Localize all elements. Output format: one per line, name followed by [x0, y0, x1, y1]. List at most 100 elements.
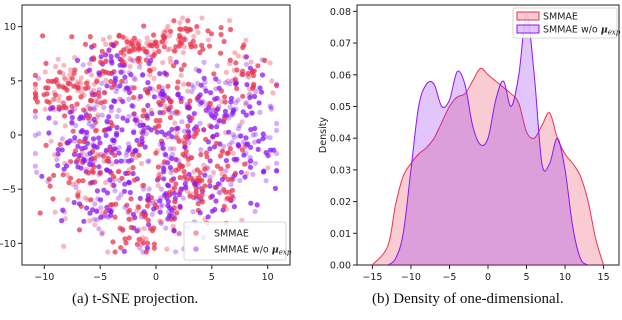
- legend-label-wo: SMMAE w/o μexp: [214, 245, 292, 257]
- scatter-point-smmae: [151, 32, 157, 38]
- scatter-point-wo: [140, 249, 146, 255]
- scatter-point-smmae: [75, 79, 81, 85]
- scatter-point-smmae: [235, 53, 241, 59]
- scatter-point-wo: [263, 134, 269, 140]
- scatter-point-smmae: [189, 155, 195, 161]
- scatter-point-wo: [169, 134, 175, 140]
- scatter-point-wo: [144, 113, 150, 119]
- scatter-point-wo: [148, 127, 154, 133]
- scatter-point-smmae: [43, 142, 49, 148]
- scatter-point-smmae: [117, 225, 123, 231]
- scatter-point-wo: [55, 151, 61, 157]
- scatter-point-smmae: [144, 35, 150, 41]
- scatter-point-smmae: [198, 152, 204, 158]
- scatter-point-smmae: [81, 107, 87, 113]
- scatter-point-wo: [179, 119, 185, 125]
- scatter-point-wo: [207, 110, 213, 116]
- scatter-point-wo: [260, 169, 267, 175]
- scatter-point-wo: [46, 115, 52, 121]
- density-areas: [372, 13, 605, 266]
- scatter-point-wo: [109, 60, 115, 66]
- scatter-point-smmae: [182, 140, 188, 146]
- scatter-point-wo: [162, 151, 168, 157]
- scatter-point-wo: [161, 165, 167, 171]
- scatter-point-smmae: [80, 178, 86, 184]
- scatter-point-smmae: [177, 39, 183, 46]
- scatter-point-wo: [252, 139, 258, 145]
- scatter-point-smmae: [81, 139, 87, 145]
- scatter-point-wo: [118, 192, 124, 198]
- scatter-point-smmae: [132, 76, 138, 83]
- scatter-point-wo: [229, 139, 235, 145]
- scatter-point-wo: [145, 52, 151, 58]
- scatter-point-wo: [81, 218, 87, 224]
- scatter-point-smmae: [188, 191, 194, 197]
- scatter-point-smmae: [191, 169, 197, 175]
- scatter-point-smmae: [51, 96, 57, 102]
- scatter-point-smmae: [115, 169, 122, 175]
- scatter-point-wo: [45, 178, 51, 184]
- scatter-point-wo: [116, 145, 122, 151]
- scatter-point-wo: [118, 69, 124, 75]
- scatter-point-smmae: [203, 136, 209, 142]
- scatter-point-smmae: [119, 78, 125, 84]
- legend-marker-wo: [193, 246, 199, 252]
- scatter-point-wo: [140, 122, 146, 128]
- scatter-point-wo: [252, 131, 259, 137]
- scatter-point-smmae: [193, 189, 199, 195]
- scatter-point-wo: [255, 146, 261, 152]
- scatter-point-smmae: [221, 116, 227, 122]
- scatter-point-wo: [214, 124, 220, 130]
- scatter-point-smmae: [223, 69, 229, 75]
- scatter-point-smmae: [240, 44, 246, 51]
- scatter-point-smmae: [218, 25, 224, 31]
- legend-label-smmae: SMMAE: [214, 229, 249, 240]
- scatter-point-smmae: [145, 89, 151, 95]
- scatter-point-smmae: [202, 183, 208, 189]
- scatter-point-smmae: [162, 39, 168, 45]
- scatter-point-wo: [141, 209, 147, 215]
- scatter-point-wo: [32, 163, 39, 169]
- scatter-point-wo: [256, 100, 262, 106]
- scatter-point-smmae: [209, 104, 215, 111]
- scatter-point-wo: [243, 54, 249, 60]
- scatter-point-smmae: [131, 177, 138, 183]
- scatter-point-wo: [207, 183, 213, 189]
- scatter-point-smmae: [87, 97, 93, 104]
- scatter-point-wo: [202, 79, 208, 86]
- scatter-point-wo: [46, 130, 52, 136]
- scatter-point-smmae: [205, 37, 211, 43]
- scatter-point-wo: [274, 81, 280, 87]
- scatter-point-wo: [125, 85, 131, 91]
- scatter-point-wo: [118, 158, 124, 164]
- scatter-point-wo: [32, 132, 39, 138]
- scatter-point-wo: [207, 146, 213, 152]
- scatter-point-smmae: [194, 24, 200, 30]
- scatter-point-wo: [171, 228, 177, 234]
- scatter-point-smmae: [82, 195, 88, 201]
- scatter-point-smmae: [166, 33, 173, 39]
- scatter-point-wo: [104, 204, 110, 210]
- scatter-point-smmae: [153, 117, 159, 124]
- scatter-point-wo: [112, 78, 118, 84]
- scatter-point-smmae: [232, 50, 238, 56]
- scatter-point-wo: [197, 92, 203, 98]
- tsne-scatter-chart: −10 −5 0 5 10 10 5 0 −5 −10 SMMAE SMMAE w/o μexp: [0, 4, 292, 283]
- scatter-point-wo: [259, 72, 266, 78]
- scatter-point-smmae: [151, 245, 157, 251]
- scatter-point-wo: [95, 196, 101, 202]
- scatter-point-wo: [103, 132, 109, 138]
- scatter-point-wo: [86, 121, 92, 127]
- scatter-point-smmae: [130, 165, 136, 171]
- scatter-point-smmae: [131, 85, 137, 91]
- scatter-point-smmae: [172, 185, 178, 191]
- scatter-point-smmae: [106, 70, 112, 76]
- scatter-point-wo: [157, 71, 163, 77]
- scatter-point-smmae: [126, 49, 132, 55]
- scatter-point-smmae: [59, 83, 65, 89]
- scatter-point-smmae: [103, 41, 109, 47]
- scatter-point-wo: [103, 149, 109, 155]
- scatter-point-wo: [159, 202, 165, 208]
- scatter-point-smmae: [205, 28, 211, 34]
- scatter-point-wo: [227, 104, 233, 110]
